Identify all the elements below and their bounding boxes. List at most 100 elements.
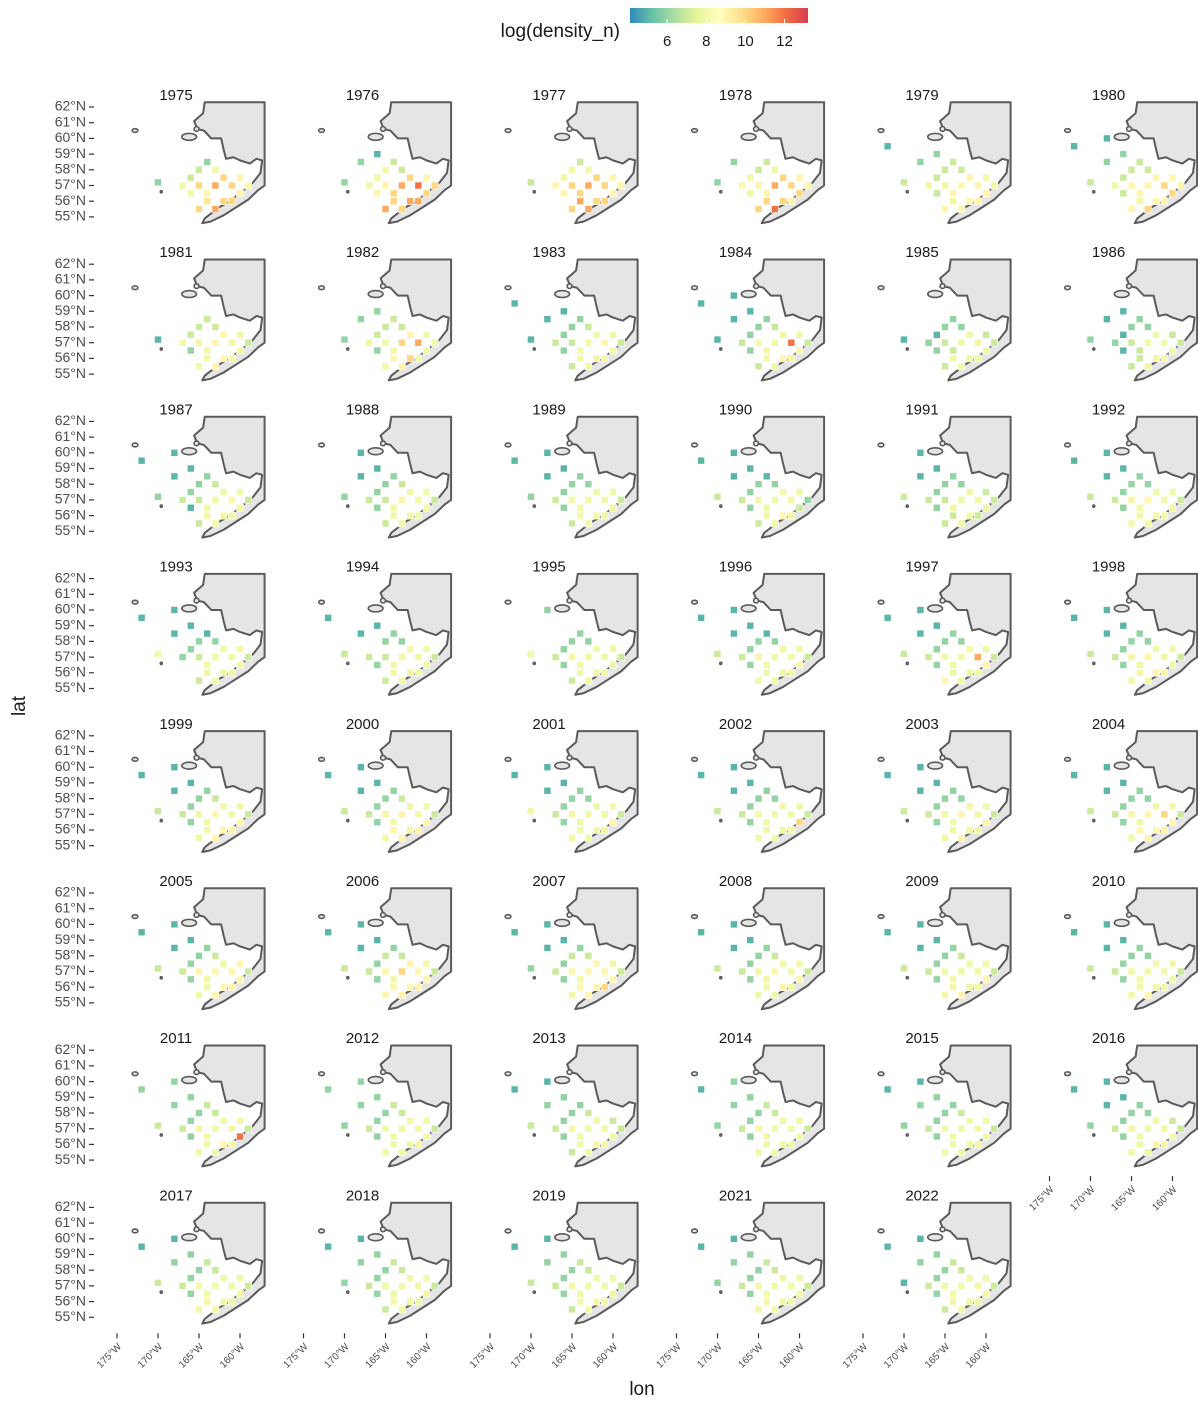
density-tile — [398, 1266, 406, 1274]
density-tile — [779, 1274, 787, 1282]
island — [504, 599, 512, 605]
island — [752, 1226, 760, 1233]
island — [1125, 440, 1133, 447]
density-tile — [244, 181, 252, 190]
density-tile — [957, 676, 966, 685]
density-tile — [576, 158, 585, 166]
density-tile — [584, 1266, 593, 1274]
facet-title: 1993 — [159, 559, 192, 576]
density-tile — [730, 1258, 738, 1267]
facet-title: 2015 — [905, 1030, 938, 1047]
density-tile — [576, 503, 585, 512]
density-tile — [932, 1250, 941, 1259]
density-tile — [609, 645, 617, 654]
density-tile — [941, 338, 949, 347]
y-tick-label: 56°N — [55, 664, 86, 680]
density-tile — [568, 181, 576, 190]
density-tile — [203, 1258, 211, 1267]
island — [566, 1226, 573, 1233]
density-tile — [170, 944, 179, 952]
density-tile — [762, 786, 771, 795]
x-tick-label: 160°W — [964, 1341, 993, 1370]
facet-panel — [690, 730, 826, 853]
density-tile — [187, 936, 195, 944]
density-tile — [398, 362, 406, 371]
density-tile — [576, 661, 585, 669]
island — [740, 446, 757, 456]
density-tile — [1135, 975, 1144, 984]
x-tick-label: 165°W — [363, 1341, 392, 1370]
land — [193, 101, 266, 225]
density-tile — [381, 1266, 390, 1274]
facet-title: 1977 — [532, 87, 565, 104]
density-tile — [771, 323, 779, 331]
island — [553, 604, 571, 613]
island — [159, 1133, 164, 1137]
density-tile — [609, 503, 617, 512]
island — [345, 661, 350, 666]
density-tile — [559, 307, 568, 316]
density-tile — [932, 621, 941, 630]
island — [553, 132, 571, 142]
density-tile — [697, 1242, 705, 1251]
island — [877, 1071, 885, 1077]
density-tile — [787, 967, 796, 976]
density-tile — [932, 173, 941, 182]
island — [193, 283, 200, 290]
density-tile — [771, 951, 779, 960]
density-tile — [1144, 166, 1152, 174]
density-tile — [211, 1282, 220, 1290]
density-tile — [609, 818, 617, 826]
density-tile — [592, 331, 601, 339]
density-tile — [803, 1282, 812, 1290]
density-tile — [576, 1101, 585, 1109]
density-tile — [592, 173, 601, 182]
density-tile — [965, 1274, 974, 1282]
density-tile — [584, 676, 593, 685]
density-tile — [406, 354, 414, 363]
density-tile — [1152, 983, 1160, 992]
density-tile — [1160, 496, 1169, 504]
density-tile — [617, 181, 626, 190]
facet-title: 1996 — [719, 559, 752, 576]
facet-title: 1981 — [159, 244, 192, 261]
density-tile — [381, 637, 390, 646]
density-tile — [568, 338, 576, 347]
density-tile — [746, 488, 755, 496]
density-tile — [211, 1124, 220, 1133]
land — [1125, 887, 1198, 1011]
density-tile — [559, 661, 568, 669]
island — [877, 285, 885, 291]
island — [379, 1069, 387, 1076]
island — [939, 754, 946, 761]
density-tile — [389, 983, 398, 992]
density-tile — [754, 496, 763, 504]
density-tile — [771, 480, 779, 489]
x-tick-label: 170°W — [695, 1341, 724, 1370]
density-tile — [1119, 621, 1128, 630]
density-tile — [1127, 480, 1136, 489]
y-tick-label: 57°N — [55, 1119, 86, 1135]
facet-panel — [131, 258, 266, 382]
density-tile — [754, 1124, 763, 1133]
density-tile — [137, 771, 146, 779]
density-tile — [584, 1109, 593, 1117]
density-tile — [430, 810, 439, 819]
density-tile — [551, 1282, 560, 1290]
island — [367, 604, 384, 613]
facet-title: 1992 — [1092, 401, 1125, 418]
density-tile — [771, 166, 779, 174]
land — [939, 730, 1012, 853]
y-tick-label: 55°N — [55, 365, 86, 381]
density-tile — [576, 472, 585, 481]
land — [1125, 1044, 1198, 1168]
density-tile — [982, 503, 990, 512]
density-tile — [551, 181, 560, 190]
facet-panel — [877, 1044, 1012, 1168]
density-tile — [430, 338, 439, 347]
density-tile — [170, 1101, 179, 1109]
density-tile — [203, 661, 211, 669]
density-tile — [941, 653, 949, 661]
density-tile — [398, 205, 406, 213]
density-tile — [510, 1085, 519, 1094]
